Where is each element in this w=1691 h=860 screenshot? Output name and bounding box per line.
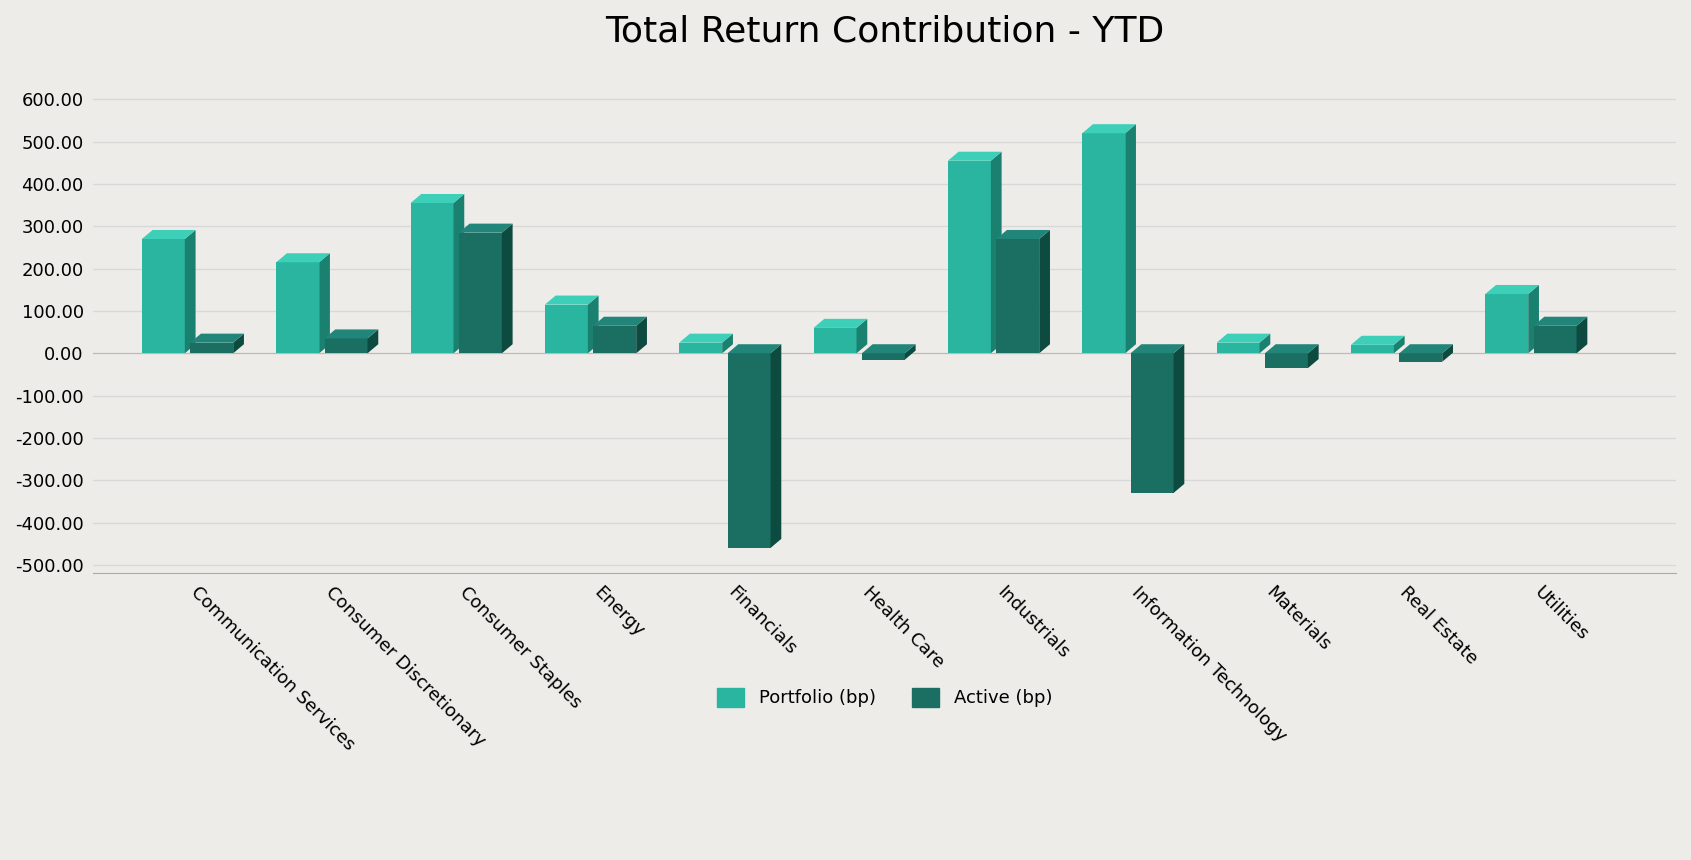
Polygon shape (142, 239, 184, 353)
Polygon shape (771, 344, 781, 548)
Polygon shape (949, 161, 991, 353)
Polygon shape (320, 253, 330, 353)
Polygon shape (1534, 316, 1588, 326)
Polygon shape (545, 296, 599, 304)
Polygon shape (458, 233, 502, 353)
Polygon shape (1040, 230, 1050, 353)
Polygon shape (594, 316, 648, 326)
Polygon shape (325, 329, 379, 339)
Polygon shape (1576, 316, 1588, 353)
Polygon shape (1442, 344, 1453, 362)
Polygon shape (727, 353, 771, 548)
Polygon shape (1393, 335, 1405, 353)
Polygon shape (1485, 294, 1529, 353)
Polygon shape (905, 344, 915, 359)
Polygon shape (367, 329, 379, 353)
Polygon shape (1351, 345, 1393, 353)
Title: Total Return Contribution - YTD: Total Return Contribution - YTD (605, 15, 1165, 49)
Polygon shape (1125, 124, 1136, 353)
Polygon shape (1082, 133, 1125, 353)
Polygon shape (458, 224, 512, 233)
Polygon shape (862, 344, 915, 353)
Polygon shape (1265, 344, 1319, 353)
Polygon shape (1131, 353, 1174, 493)
Polygon shape (991, 151, 1001, 353)
Polygon shape (1534, 326, 1576, 353)
Polygon shape (325, 339, 367, 353)
Polygon shape (949, 151, 1001, 161)
Polygon shape (1485, 285, 1539, 294)
Polygon shape (189, 334, 244, 342)
Polygon shape (1216, 334, 1270, 342)
Polygon shape (1398, 353, 1442, 362)
Polygon shape (722, 334, 732, 353)
Polygon shape (1398, 344, 1453, 353)
Polygon shape (545, 304, 588, 353)
Polygon shape (411, 194, 465, 203)
Polygon shape (857, 319, 867, 353)
Polygon shape (453, 194, 465, 353)
Polygon shape (1351, 335, 1405, 345)
Polygon shape (1529, 285, 1539, 353)
Polygon shape (588, 296, 599, 353)
Legend: Portfolio (bp), Active (bp): Portfolio (bp), Active (bp) (700, 670, 1070, 726)
Polygon shape (1260, 334, 1270, 353)
Polygon shape (184, 230, 196, 353)
Polygon shape (1082, 124, 1136, 133)
Polygon shape (996, 239, 1040, 353)
Polygon shape (680, 342, 722, 353)
Polygon shape (862, 353, 905, 359)
Polygon shape (276, 253, 330, 262)
Polygon shape (276, 262, 320, 353)
Polygon shape (1174, 344, 1184, 493)
Polygon shape (996, 230, 1050, 239)
Polygon shape (1131, 344, 1184, 353)
Polygon shape (594, 326, 636, 353)
Polygon shape (1307, 344, 1319, 368)
Polygon shape (813, 319, 867, 328)
Polygon shape (142, 230, 196, 239)
Polygon shape (727, 344, 781, 353)
Polygon shape (502, 224, 512, 353)
Polygon shape (233, 334, 244, 353)
Polygon shape (1216, 342, 1260, 353)
Polygon shape (189, 342, 233, 353)
Polygon shape (680, 334, 732, 342)
Polygon shape (1265, 353, 1307, 368)
Polygon shape (813, 328, 857, 353)
Polygon shape (411, 203, 453, 353)
Polygon shape (636, 316, 648, 353)
